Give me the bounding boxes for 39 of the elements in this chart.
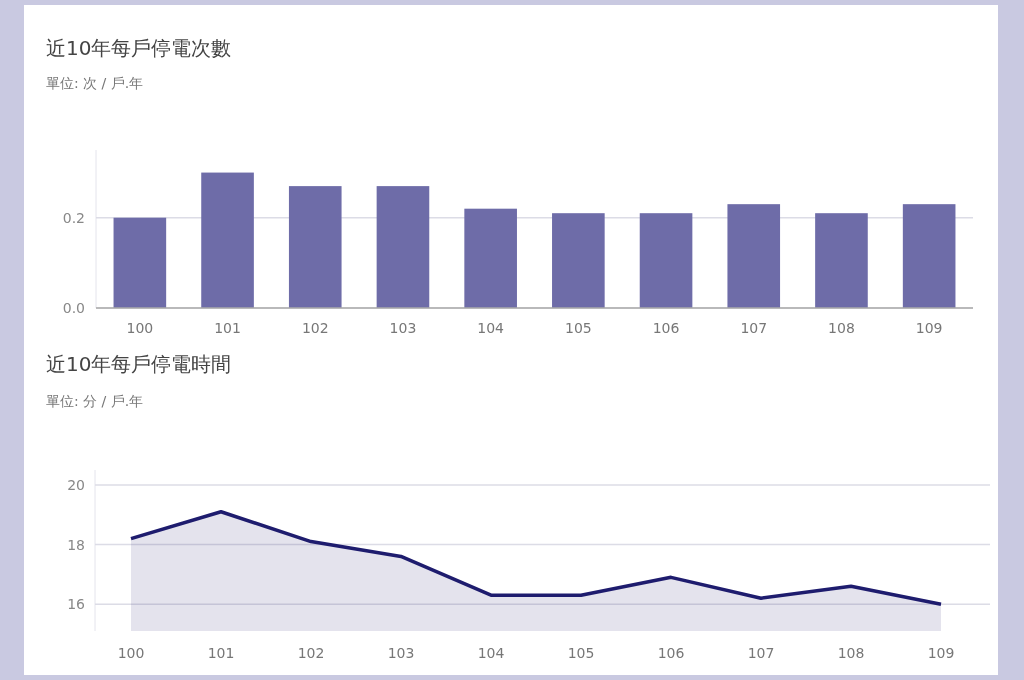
x-tick-label: 107 bbox=[747, 645, 775, 661]
x-tick-label: 104 bbox=[477, 645, 505, 661]
bar bbox=[464, 208, 517, 308]
y-tick-label: 18 bbox=[67, 536, 85, 553]
bar bbox=[902, 204, 956, 308]
bar bbox=[376, 186, 430, 308]
x-tick-label: 109 bbox=[927, 645, 955, 661]
x-tick-label: 106 bbox=[652, 320, 680, 336]
bar bbox=[113, 217, 167, 308]
x-tick-label: 107 bbox=[740, 320, 768, 336]
bar bbox=[639, 213, 693, 308]
bar bbox=[552, 213, 605, 308]
x-tick-label: 106 bbox=[657, 645, 685, 661]
x-tick-label: 109 bbox=[915, 320, 943, 336]
y-tick-label: 0.2 bbox=[62, 209, 85, 226]
chart-title: 近10年每戶停電時間 bbox=[46, 352, 232, 376]
x-tick-label: 108 bbox=[828, 320, 855, 336]
x-tick-label: 103 bbox=[387, 645, 415, 661]
bar bbox=[815, 213, 868, 308]
x-tick-label: 100 bbox=[126, 320, 154, 336]
x-tick-label: 105 bbox=[567, 645, 595, 661]
x-tick-label: 101 bbox=[207, 645, 235, 661]
x-tick-label: 103 bbox=[389, 320, 417, 336]
x-tick-label: 102 bbox=[301, 320, 329, 336]
chart-subtitle: 單位: 次 / 戶.年 bbox=[46, 75, 144, 91]
bar bbox=[288, 186, 342, 308]
x-tick-label: 108 bbox=[837, 645, 865, 661]
x-tick-label: 102 bbox=[297, 645, 325, 661]
x-tick-label: 100 bbox=[117, 645, 145, 661]
chart-title: 近10年每戶停電次數 bbox=[46, 36, 232, 60]
x-tick-label: 105 bbox=[564, 320, 592, 336]
bar bbox=[201, 172, 254, 308]
x-tick-label: 101 bbox=[214, 320, 241, 336]
x-tick-label: 104 bbox=[477, 320, 505, 336]
y-tick-label: 0.0 bbox=[62, 300, 85, 316]
y-tick-label: 20 bbox=[67, 476, 85, 493]
bar bbox=[727, 204, 781, 308]
chart-subtitle: 單位: 分 / 戶.年 bbox=[46, 393, 144, 409]
y-tick-label: 16 bbox=[67, 596, 86, 613]
